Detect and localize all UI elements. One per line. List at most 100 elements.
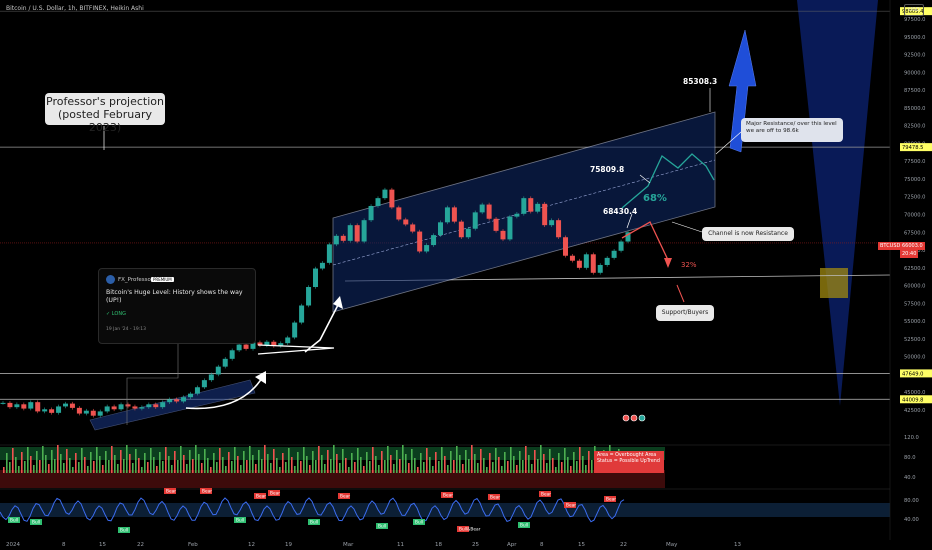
osc2-label: Bear xyxy=(490,495,500,501)
osc1-bar xyxy=(264,445,266,473)
osc1-tick: 40.0 xyxy=(904,475,916,481)
osc1-bar xyxy=(489,453,491,473)
support-arrow xyxy=(676,284,685,303)
premium-badge: PREMIUM xyxy=(151,277,174,282)
candle-body xyxy=(7,402,13,408)
candle-body xyxy=(417,231,423,252)
candle-body xyxy=(382,189,388,199)
candle-body xyxy=(132,406,138,409)
candle-body xyxy=(194,387,200,394)
osc1-bar xyxy=(273,449,275,473)
osc1-bar xyxy=(336,454,338,473)
osc1-bar xyxy=(447,465,449,473)
osc1-bar xyxy=(534,450,536,473)
osc1-bar xyxy=(333,445,335,473)
osc1-bar xyxy=(345,458,347,473)
osc1-bar xyxy=(420,453,422,473)
x-tick-label: 13 xyxy=(734,542,741,548)
osc1-bar xyxy=(174,451,176,473)
osc1-bar xyxy=(30,456,32,473)
osc2-label: Bull xyxy=(415,520,423,526)
oversold-zone xyxy=(0,470,665,488)
level1-pointer xyxy=(639,174,651,184)
support-buyers-callout: Support/Buyers xyxy=(656,305,714,321)
osc1-bar xyxy=(45,455,47,473)
price-highlight-label: 47649.0 xyxy=(902,371,923,377)
candle-body xyxy=(14,404,20,408)
osc1-bar xyxy=(540,445,542,473)
osc1-bar xyxy=(510,447,512,473)
osc1-bar xyxy=(189,450,191,473)
osc1-bar xyxy=(192,459,194,473)
osc1-bar xyxy=(591,460,593,473)
idea-direction-text: LONG xyxy=(111,311,126,317)
x-tick-label: 25 xyxy=(472,542,479,548)
idea-date: 19 Jan '24 - 19:13 xyxy=(106,327,146,332)
candle-body xyxy=(583,254,589,268)
osc1-bar xyxy=(363,466,365,473)
candle-body xyxy=(222,358,228,367)
idea-author[interactable]: FX_Professor xyxy=(118,277,154,283)
candle-body xyxy=(229,350,235,359)
osc1-bar xyxy=(522,460,524,473)
osc1-bar xyxy=(423,462,425,473)
osc1-bar xyxy=(453,460,455,473)
y-tick-label: 85000.0 xyxy=(904,106,925,112)
author-avatar xyxy=(106,275,115,284)
candle-body xyxy=(486,204,492,219)
check-icon: ✓ xyxy=(106,311,112,317)
osc1-bar xyxy=(18,466,20,473)
candle-body xyxy=(188,393,193,398)
osc2-tick: 40.00 xyxy=(904,517,919,523)
osc1-bar xyxy=(519,451,521,473)
osc1-bar xyxy=(63,463,65,473)
candle-body xyxy=(528,198,534,212)
y-tick-label: 87500.0 xyxy=(904,88,925,94)
price-highlight-box xyxy=(900,369,932,378)
osc1-bar xyxy=(177,460,179,473)
x-tick-label: 8 xyxy=(62,542,66,548)
osc1-bar xyxy=(558,453,560,473)
projection-target-label: 85308.3 xyxy=(683,77,718,86)
candle-body xyxy=(333,235,339,245)
osc1-bar xyxy=(471,445,473,473)
candle-body xyxy=(146,404,152,408)
candle-body xyxy=(285,337,291,344)
current-price-tag: 66003.0 xyxy=(900,242,925,250)
osc1-bar xyxy=(459,455,461,473)
x-tick-label: Feb xyxy=(188,542,198,548)
osc1-bar xyxy=(396,450,398,473)
candle-body xyxy=(507,216,513,240)
osc1-bar xyxy=(216,462,218,473)
x-tick-label: 2024 xyxy=(6,542,20,548)
y-tick-label: 67500.0 xyxy=(904,230,925,236)
osc1-bar xyxy=(309,465,311,473)
idea-card[interactable]: FX_Professor PREMIUM Bitcoin's Huge Leve… xyxy=(98,268,256,344)
candle-body xyxy=(111,406,117,410)
bull-path xyxy=(621,153,715,209)
osc2-label-box xyxy=(8,517,20,523)
osc1-bar xyxy=(231,461,233,473)
osc1-bar xyxy=(72,467,74,473)
osc2-label-box xyxy=(604,496,616,502)
osc1-bar xyxy=(303,447,305,473)
idea-title[interactable]: Bitcoin's Huge Level: History shows the … xyxy=(106,289,243,304)
osc1-bar xyxy=(267,454,269,473)
candle-body xyxy=(174,399,180,402)
candle-body xyxy=(160,402,166,408)
osc1-bar xyxy=(537,459,539,473)
y-tick-label: 92500.0 xyxy=(904,53,925,59)
x-tick-label: 18 xyxy=(435,542,442,548)
pct-up-label: 68% xyxy=(643,193,667,204)
osc1-bar xyxy=(546,463,548,473)
osc1-bar xyxy=(114,455,116,473)
osc1-bar xyxy=(258,450,260,473)
x-tick-label: 22 xyxy=(620,542,627,548)
osc1-bar xyxy=(369,461,371,473)
osc2-band xyxy=(0,503,890,517)
osc2-label: Bear xyxy=(606,497,616,503)
currency-button[interactable]: USD xyxy=(904,4,924,16)
osc1-bar xyxy=(138,458,140,473)
